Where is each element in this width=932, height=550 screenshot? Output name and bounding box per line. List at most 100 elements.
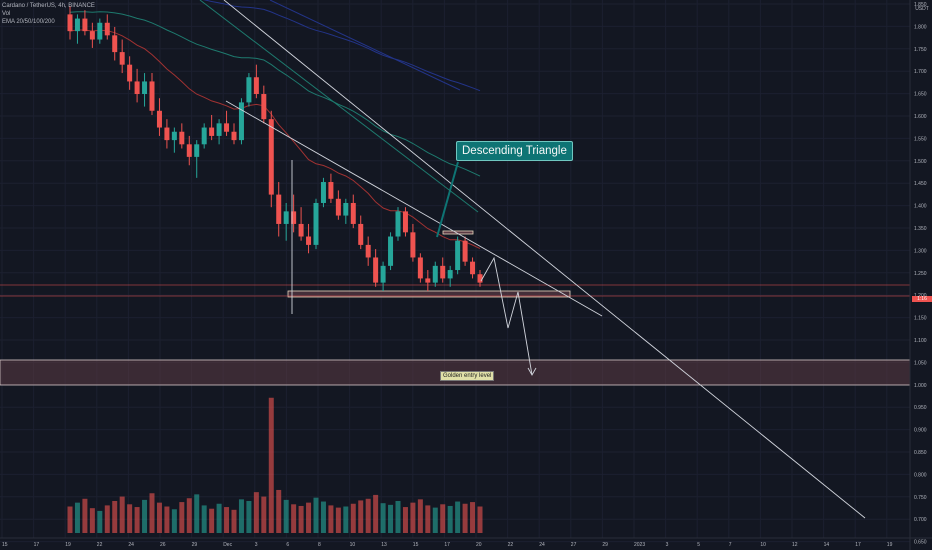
x-tick-label: 29 [602,542,608,548]
volume-bar [417,499,423,533]
x-tick-label: 14 [824,542,830,548]
candle-body [380,265,386,283]
volume-bar [104,505,110,533]
y-tick-label: 1.000 [914,383,927,389]
volume-bar [112,500,118,533]
y-tick-label: 0.800 [914,472,927,478]
y-tick-label: 1.700 [914,69,927,75]
volume-bar [201,505,207,533]
volume-bar [74,502,80,533]
y-tick-label: 1.600 [914,114,927,120]
volume-bar [67,506,73,533]
y-tick-label: 1.150 [914,316,927,322]
y-tick-label: 1.850 [914,2,927,8]
x-tick-label: 10 [760,542,766,548]
x-tick-label: 29 [192,542,198,548]
x-tick-label: 20 [476,542,482,548]
volume-bar [82,498,88,533]
volume-bar [216,503,222,533]
x-tick-label: 10 [350,542,356,548]
volume-bar [127,504,133,533]
x-tick-label: 12 [792,542,798,548]
y-tick-label: 0.900 [914,428,927,434]
volume-bar [149,493,155,533]
projection-arrow [527,367,537,376]
countdown-tag: 1:16 [912,296,932,302]
volume-bar [395,500,401,533]
volume-bar [388,504,394,533]
volume-bar [380,503,386,533]
volume-bar [306,502,312,533]
candle-body [216,123,222,136]
candle-body [358,223,364,245]
legend-volume: Vol [2,11,11,17]
y-tick-label: 0.700 [914,517,927,523]
volume-bar [402,507,408,533]
y-tick-label: 1.650 [914,92,927,98]
unit-label: USDT [915,6,929,12]
candle-body [261,94,267,120]
candle-body [343,202,349,216]
x-tick-label: 3 [666,542,669,548]
candle-body [67,14,73,32]
volume-bar [470,502,476,533]
x-tick-label: 19 [65,542,71,548]
volume-bar [410,502,416,533]
volume-bar [432,507,438,533]
candle-body [432,265,438,283]
y-tick-label: 0.750 [914,495,927,501]
candle-body [186,144,192,157]
volume-bar [179,502,185,533]
volume-bar [253,492,259,533]
candle-body [89,31,95,40]
pattern-label[interactable]: Descending Triangle [456,141,573,161]
candle-body [373,257,379,283]
x-tick-label: 6 [286,542,289,548]
volume-bar [365,498,371,533]
volume-bar [156,502,162,533]
candle-body [142,81,148,95]
candle-body [82,18,88,32]
ema50-line [69,11,481,177]
candle-body [350,202,356,224]
ema200-line [199,0,479,213]
x-tick-label: 24 [539,542,545,548]
volume-bar [268,397,274,533]
ema100-line [202,0,481,92]
candle-body [119,52,125,65]
x-tick-label: 3 [255,542,258,548]
candle-body [306,236,312,245]
candle-body [313,202,319,245]
candle-body [268,119,274,195]
candle-body [179,131,185,145]
x-tick-label: 22 [508,542,514,548]
golden-entry-label[interactable]: Golden entry level [440,371,495,381]
candle-body [470,261,476,275]
volume-bar [186,498,192,533]
x-tick-label: 17 [34,542,40,548]
ema20-line [69,29,481,250]
candle-body [298,223,304,237]
y-tick-label: 1.100 [914,338,927,344]
x-tick-label: 15 [413,542,419,548]
volume-bar [358,500,364,533]
time-axis: 15 17 19 22 24 26 29 Dec 3 6 8 10 13 15 17 20 22 24 27 29 20… [0,537,932,548]
x-tick-label: 8 [318,542,321,548]
x-tick-label: 22 [97,542,103,548]
volume-bar [261,496,267,533]
y-tick-label: 1.550 [914,136,927,142]
volume-bar [291,504,297,533]
x-tick-label: 24 [128,542,134,548]
ema-lines [69,0,481,250]
y-tick-label: 1.400 [914,204,927,210]
y-tick-label: 0.950 [914,405,927,411]
candle-body [425,278,431,283]
candle-body [127,64,133,82]
volume-bar [343,506,349,533]
candle-body [97,22,103,40]
volume-bar [440,504,446,533]
volume-bar [238,499,244,533]
x-tick-label: 26 [160,542,166,548]
volume-bar [320,501,326,533]
